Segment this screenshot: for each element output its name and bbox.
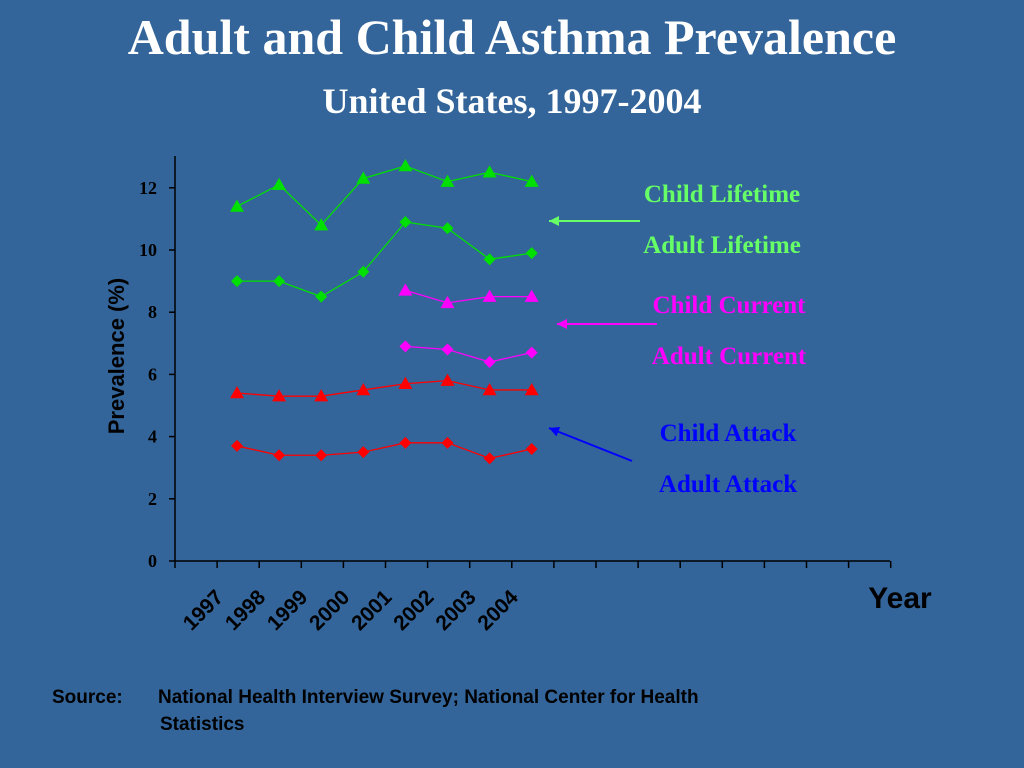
data-point-child-attack xyxy=(524,382,539,396)
data-point-child-lifetime xyxy=(314,218,329,231)
data-point-child-lifetime xyxy=(272,177,287,190)
source-text-line1: National Health Interview Survey; Nation… xyxy=(158,687,699,708)
data-point-child-lifetime xyxy=(482,165,497,178)
legend-arrow-attack xyxy=(548,427,633,462)
x-tick-label: 2004 xyxy=(473,586,523,636)
x-tick-label: 2002 xyxy=(389,586,438,635)
y-tick-label: 0 xyxy=(148,551,157,571)
y-tick-label: 10 xyxy=(139,240,157,260)
legend-arrowhead-attack xyxy=(549,427,561,437)
series-line-adult-attack xyxy=(236,442,532,460)
y-tick-label: 8 xyxy=(148,302,157,322)
x-tick-label: 2001 xyxy=(347,586,397,636)
data-point-child-lifetime xyxy=(398,159,413,172)
data-point-adult-lifetime xyxy=(399,216,412,229)
x-tick-label: 2003 xyxy=(431,586,480,635)
data-point-child-attack xyxy=(440,373,455,386)
x-tick-label: 1997 xyxy=(179,586,228,635)
data-point-child-current xyxy=(524,289,539,302)
data-point-adult-attack xyxy=(399,436,412,449)
data-point-adult-lifetime xyxy=(441,222,454,235)
x-tick-label: 2000 xyxy=(305,586,354,635)
data-point-adult-attack xyxy=(525,443,538,456)
y-tick-label: 2 xyxy=(148,489,157,509)
data-point-child-attack xyxy=(398,376,413,389)
slide-title: Adult and Child Asthma Prevalence xyxy=(127,9,897,65)
data-point-adult-lifetime xyxy=(483,253,496,266)
data-point-child-attack xyxy=(482,382,497,396)
data-point-adult-attack xyxy=(483,452,496,465)
slide-subtitle: United States, 1997-2004 xyxy=(322,81,702,121)
data-point-child-current xyxy=(440,295,455,309)
source-note: Source: National Health Interview Survey;… xyxy=(52,684,852,738)
x-tick-label: 1999 xyxy=(263,586,312,635)
x-axis-title: Year xyxy=(868,582,932,615)
data-point-adult-attack xyxy=(357,446,370,459)
y-tick-label: 12 xyxy=(139,178,157,198)
data-point-adult-attack xyxy=(441,436,454,449)
legend-label-child-attack: Child Attack xyxy=(660,420,797,447)
data-point-adult-current xyxy=(441,343,454,356)
x-tick-label: 1998 xyxy=(221,586,271,636)
y-tick-label: 4 xyxy=(148,427,157,447)
data-point-child-lifetime xyxy=(356,171,371,184)
data-point-adult-lifetime xyxy=(273,275,286,288)
data-point-adult-lifetime xyxy=(525,247,538,260)
source-label: Source: xyxy=(52,687,123,708)
legend-label-adult-current: Adult Current xyxy=(652,343,807,370)
series-line-child-current xyxy=(405,289,532,304)
data-point-adult-current xyxy=(525,346,538,359)
legend-label-adult-attack: Adult Attack xyxy=(659,471,797,498)
data-point-adult-current xyxy=(399,340,412,353)
data-point-child-attack xyxy=(230,386,244,399)
data-point-child-current xyxy=(482,289,497,302)
y-tick-label: 6 xyxy=(148,364,157,384)
data-point-child-lifetime xyxy=(230,199,244,212)
data-point-child-lifetime xyxy=(524,174,539,187)
data-point-adult-attack xyxy=(231,439,243,452)
legend-label-adult-lifetime: Adult Lifetime xyxy=(643,232,801,259)
data-point-child-attack xyxy=(272,389,287,402)
data-point-child-current xyxy=(398,283,413,296)
data-point-child-attack xyxy=(314,389,329,402)
data-point-adult-lifetime xyxy=(357,265,370,278)
data-point-adult-attack xyxy=(315,449,328,462)
data-point-adult-attack xyxy=(273,449,286,462)
series-line-child-attack xyxy=(236,379,532,397)
data-point-child-attack xyxy=(356,382,371,396)
data-point-adult-lifetime xyxy=(315,290,328,303)
y-axis-title: Prevalence (%) xyxy=(104,278,129,435)
data-point-adult-lifetime xyxy=(231,275,243,288)
legend-label-child-current: Child Current xyxy=(652,292,806,319)
legend-label-child-lifetime: Child Lifetime xyxy=(644,181,800,208)
series-line-adult-lifetime xyxy=(237,221,532,298)
series-line-child-lifetime xyxy=(236,165,532,227)
series-line-adult-current xyxy=(405,345,532,363)
data-point-child-lifetime xyxy=(440,174,455,187)
source-text-line2: Statistics xyxy=(160,714,245,735)
legend-arrowhead-lifetime xyxy=(549,216,559,226)
data-point-adult-current xyxy=(483,355,496,368)
legend-arrowhead-current xyxy=(557,319,567,329)
